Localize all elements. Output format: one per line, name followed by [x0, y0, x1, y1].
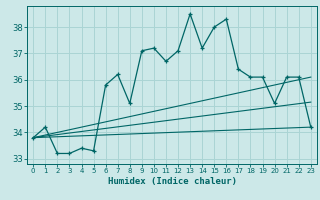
X-axis label: Humidex (Indice chaleur): Humidex (Indice chaleur): [108, 177, 236, 186]
